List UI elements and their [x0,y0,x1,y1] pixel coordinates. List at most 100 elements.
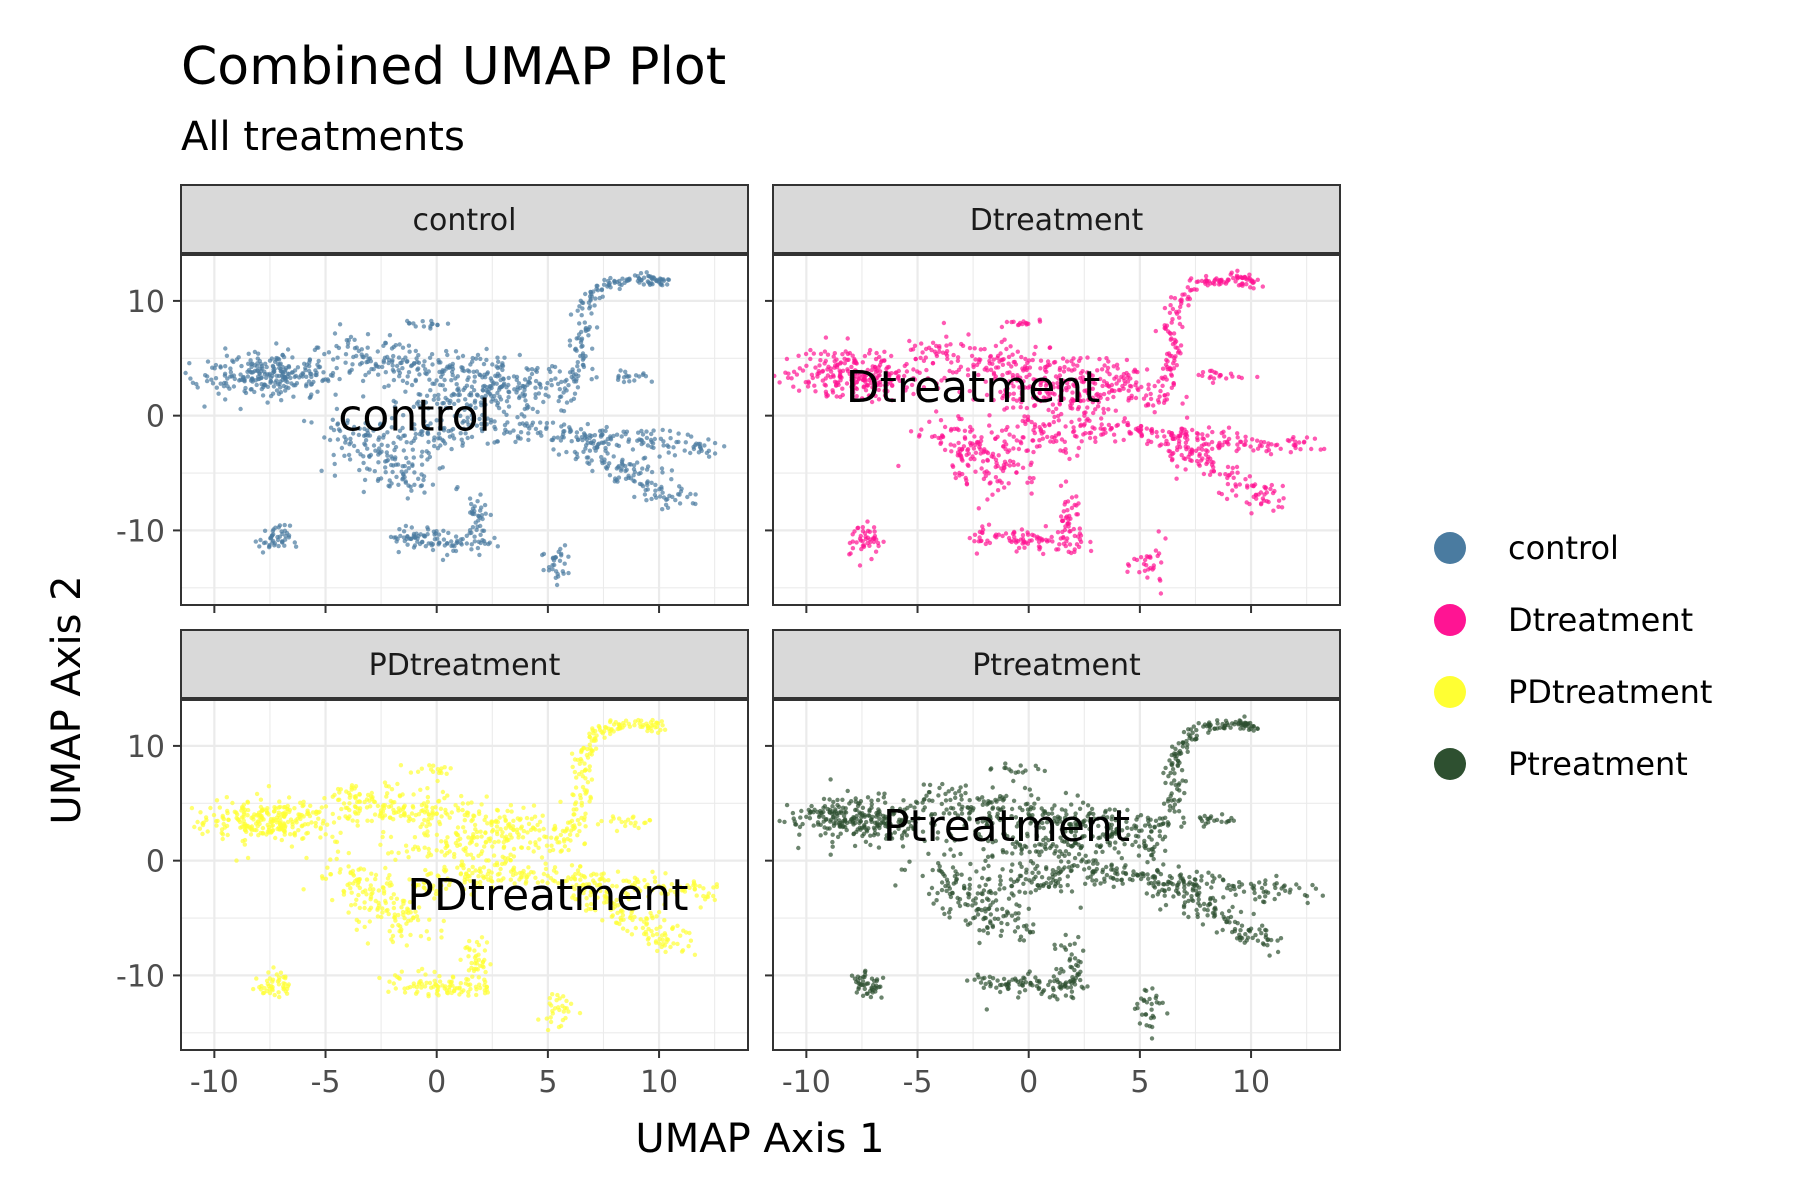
data-point [267,358,273,363]
data-point [1100,383,1105,389]
data-point [661,443,666,448]
data-point [357,467,362,473]
data-point [627,379,632,384]
data-point [1038,366,1043,371]
data-point [455,805,461,811]
data-point [1318,447,1323,452]
data-point [482,383,487,389]
data-point [328,872,334,877]
data-point [312,347,318,353]
data-point [575,308,580,313]
points-Ptreatment [777,714,1326,1041]
data-point [1074,434,1079,439]
data-point [1016,446,1022,452]
data-point [1262,484,1267,490]
data-point [440,437,445,443]
data-point [424,929,429,934]
data-point [425,833,430,838]
data-point [1105,396,1110,402]
data-point [831,799,836,805]
data-point [578,298,583,303]
data-point [473,405,478,410]
data-point [483,969,488,975]
data-point [266,983,271,989]
data-point [782,819,787,825]
data-point [612,901,617,906]
data-point [1018,405,1023,410]
data-point [461,847,466,852]
data-point [190,380,196,385]
data-point [1169,433,1174,438]
data-point [999,480,1004,485]
data-point [483,840,489,845]
data-point [558,799,563,804]
data-point [445,321,451,326]
data-point [477,811,482,817]
data-point [465,368,470,373]
data-point [549,377,554,383]
data-point [386,383,391,388]
data-point [495,808,501,813]
data-point [447,815,452,820]
y-tick-label: -10 [116,514,165,549]
data-point [587,448,593,453]
data-point [436,392,441,398]
data-point [578,877,583,882]
data-point [675,941,680,947]
data-point [425,879,430,884]
data-point [225,384,230,389]
data-point [522,387,527,393]
data-point [427,377,432,382]
data-point [677,501,683,506]
data-point [479,513,485,518]
data-point [596,441,602,446]
data-point [595,288,601,293]
data-point [245,374,251,379]
data-point [515,385,520,390]
data-point [1055,381,1060,386]
data-point [569,751,575,756]
data-point [421,801,427,806]
data-point [254,368,260,373]
data-point [873,369,879,375]
data-point [437,369,442,375]
data-point [423,972,428,977]
data-point [404,380,410,386]
data-point [595,895,600,900]
data-point [930,340,936,345]
data-point [698,446,704,451]
data-point [573,346,578,351]
data-point [587,768,592,773]
data-point [482,948,488,953]
data-point [389,425,394,430]
data-point [811,351,816,356]
data-point [492,840,497,845]
data-point [412,422,417,427]
data-point [461,825,466,830]
data-point [403,523,409,529]
data-point [590,366,595,372]
data-point [275,817,280,823]
data-point [912,805,917,810]
data-point [987,413,992,418]
data-point [1149,439,1154,445]
data-point [877,369,883,374]
data-point [1203,441,1209,446]
data-point [910,347,916,352]
data-point [234,815,239,821]
data-point [1037,545,1043,550]
data-point [268,393,274,399]
data-point [546,565,552,570]
data-point [1061,396,1066,401]
data-point [1276,504,1281,509]
data-point [432,978,437,983]
data-point [355,448,360,454]
data-point [592,433,598,438]
data-point [588,746,593,751]
data-point [599,818,604,824]
data-point [558,438,564,443]
data-point [424,805,429,810]
data-point [582,817,587,823]
data-point [1085,355,1090,360]
data-point [373,898,378,904]
